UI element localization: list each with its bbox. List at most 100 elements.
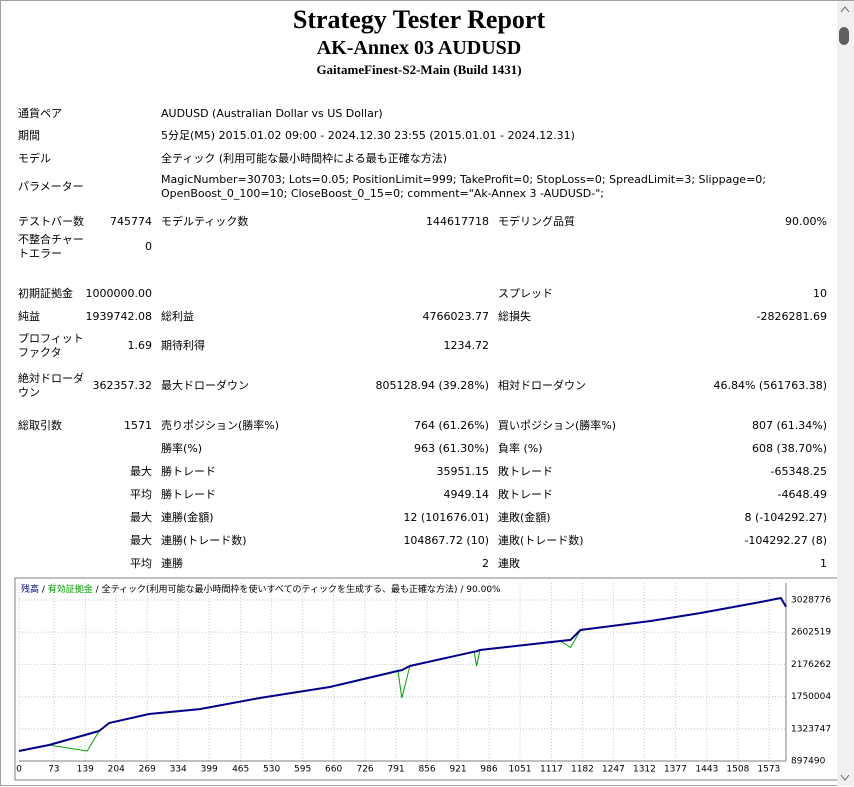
table-label: 敗トレード — [498, 488, 553, 501]
table-value: 1234.72 — [443, 339, 490, 352]
legend-entry: 有効証拠金 — [48, 583, 93, 595]
table-label: 連敗 — [498, 557, 520, 570]
x-tick-label: 1247 — [602, 765, 625, 775]
legend-separator: / — [93, 585, 102, 595]
table-value: 362357.32 — [92, 379, 153, 392]
x-tick-label: 1312 — [633, 765, 656, 775]
table-value: 764 (61.26%) — [413, 419, 489, 432]
table-value: 104867.72 (10) — [403, 534, 489, 547]
table-value: -4648.49 — [777, 488, 827, 501]
table-label: 総損失 — [498, 310, 531, 323]
table-value: 35951.15 — [436, 465, 490, 478]
series-line — [18, 596, 787, 752]
table-value: 4949.14 — [443, 488, 490, 501]
table-value: 90.00% — [785, 215, 827, 228]
x-tick-label: 204 — [108, 765, 125, 775]
table-label: 勝トレード — [161, 488, 216, 501]
x-tick-label: 73 — [48, 765, 59, 775]
x-tick-label: 726 — [356, 765, 373, 775]
x-tick-label: 269 — [139, 765, 156, 775]
x-tick-label: 856 — [418, 765, 435, 775]
x-tick-label: 986 — [480, 765, 497, 775]
info-value: AUDUSD (Australian Dollar vs US Dollar) — [161, 107, 383, 120]
table-label: 相対ドローダウン — [498, 379, 586, 392]
info-label: 通貨ペア — [18, 107, 62, 120]
scroll-down[interactable] — [840, 774, 850, 781]
y-tick-label: 1750004 — [791, 692, 831, 702]
table-value: 805128.94 (39.28%) — [375, 379, 489, 392]
table-value: 0 — [145, 240, 152, 253]
scrollbar[interactable] — [837, 1, 854, 786]
scrollbar-thumb[interactable] — [839, 27, 849, 45]
y-tick-label: 2176262 — [791, 660, 831, 670]
table-value: 1 — [820, 557, 827, 570]
legend-quality: 90.00% — [466, 585, 501, 595]
table-label: 連敗(トレード数) — [498, 534, 584, 547]
x-tick-label: 1377 — [664, 765, 687, 775]
table-label: 不整合チャートエラー — [18, 233, 84, 260]
table-label: スプレッド — [498, 287, 553, 300]
table-value: 745774 — [110, 215, 152, 228]
table-label: 負率 (%) — [498, 442, 543, 455]
table-value: 最大 — [130, 511, 152, 524]
table-label: 期待利得 — [161, 339, 205, 352]
table-value: 平均 — [130, 557, 152, 570]
table-label: 連勝 — [161, 557, 183, 570]
table-value: 1939742.08 — [85, 310, 152, 323]
table-label: 絶対ドローダウン — [18, 372, 84, 399]
table-label: 最大ドローダウン — [161, 379, 249, 392]
table-value: -65348.25 — [770, 465, 827, 478]
table-label: 連勝(トレード数) — [161, 534, 247, 547]
table-label: 買いポジション(勝率%) — [498, 419, 617, 432]
info-value: 全ティック (利用可能な最小時間枠による最も正確な方法) — [161, 152, 448, 165]
table-label: モデルティック数 — [161, 215, 249, 228]
table-value: 1.69 — [127, 339, 153, 352]
report-subtitle: AK-Annex 03 AUDUSD — [316, 37, 522, 59]
table-label: 売りポジション(勝率%) — [161, 419, 280, 432]
table-value: 46.84% (561763.38) — [713, 379, 827, 392]
x-tick-label: 1573 — [757, 765, 780, 775]
table-value: -2826281.69 — [756, 310, 827, 323]
table-value: 807 (61.34%) — [751, 419, 827, 432]
table-label: 敗トレード — [498, 465, 553, 478]
table-label: モデリング品質 — [498, 215, 575, 228]
table-label: 純益 — [18, 310, 40, 323]
x-tick-label: 465 — [232, 765, 249, 775]
y-tick-label: 2602519 — [791, 628, 831, 638]
table-value: 144617718 — [426, 215, 489, 228]
table-value: 608 (38.70%) — [751, 442, 827, 455]
table-label: プロフィットファクタ — [18, 332, 84, 359]
table-label: 総利益 — [161, 310, 194, 323]
x-tick-label: 0 — [16, 765, 22, 775]
table-value: 4766023.77 — [422, 310, 489, 323]
x-tick-label: 1508 — [726, 765, 749, 775]
table-label: 勝率(%) — [161, 442, 203, 455]
x-tick-label: 399 — [201, 765, 218, 775]
report-server: GaitameFinest-S2-Main (Build 1431) — [316, 62, 522, 77]
legend: 残高 / 有効証拠金 / 全ティック(利用可能な最小時間枠を使いすべてのティック… — [21, 583, 501, 595]
table-value: 最大 — [130, 465, 152, 478]
x-tick-label: 1182 — [571, 765, 594, 775]
table-label: 総取引数 — [18, 419, 62, 432]
x-tick-label: 1051 — [509, 765, 532, 775]
table-label: 連敗(金額) — [498, 511, 551, 524]
table-value: 12 (101676.01) — [403, 511, 489, 524]
info-label: 期間 — [18, 129, 40, 142]
info-value: MagicNumber=30703; Lots=0.05; PositionLi… — [161, 173, 766, 200]
scroll-up[interactable] — [840, 6, 850, 13]
table-value: 1000000.00 — [85, 287, 152, 300]
table-value: 2 — [482, 557, 489, 570]
x-tick-label: 334 — [170, 765, 187, 775]
x-tick-label: 921 — [449, 765, 466, 775]
x-tick-label: 530 — [263, 765, 280, 775]
x-tick-label: 660 — [325, 765, 342, 775]
table-label: 初期証拠金 — [18, 287, 73, 300]
legend-entry: 残高 — [21, 583, 39, 595]
x-tick-label: 1443 — [695, 765, 718, 775]
table-value: 963 (61.30%) — [413, 442, 489, 455]
legend-model: 全ティック(利用可能な最小時間枠を使いすべてのティックを生成する、最も正確な方法… — [102, 583, 458, 595]
table-label: テストバー数 — [18, 215, 84, 228]
table-value: 8 (-104292.27) — [744, 511, 827, 524]
table-label: 勝トレード — [161, 465, 216, 478]
